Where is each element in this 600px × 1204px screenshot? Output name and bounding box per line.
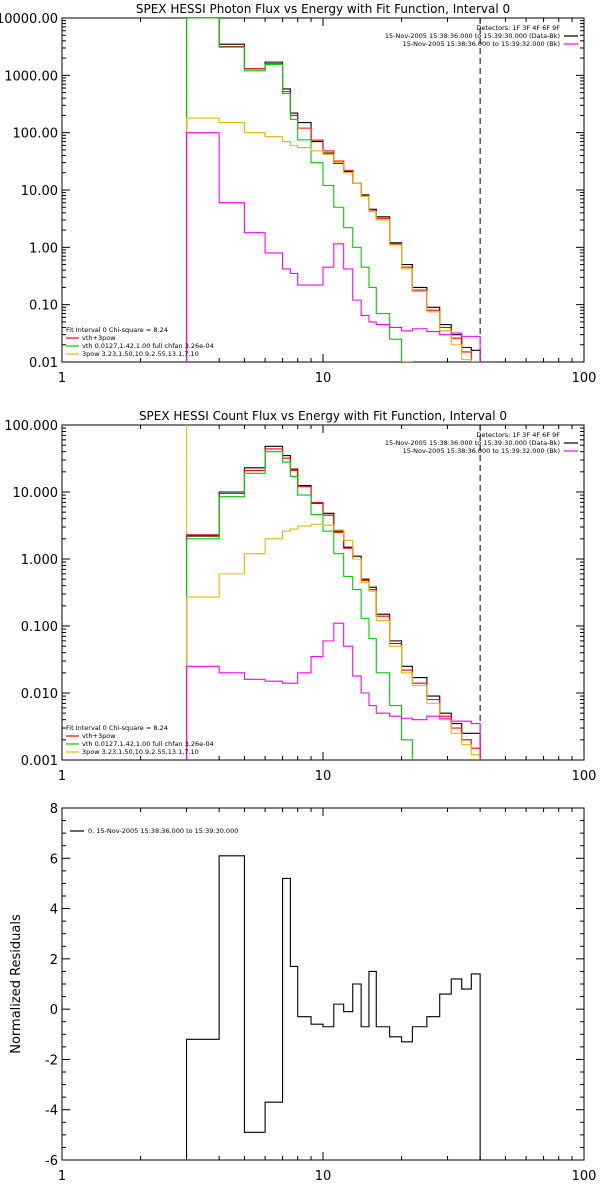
residuals-y-tick-label: 8 [50,802,58,817]
count-legend-top-entry: 15-Nov-2005 15:38:36.000 to 15:39:30.000… [385,439,560,447]
count-legend-bottom-entry: Fit Interval 0 Chi-square = 8.24 [66,724,168,732]
count-y-tick-label: 100.000 [4,419,58,434]
residuals-y-tick-label: 6 [50,852,58,867]
count-y-tick-label: 1.000 [21,553,58,568]
count-y-tick-label: 0.100 [21,620,58,635]
photon-flux-panel: SPEX HESSI Photon Flux vs Energy with Fi… [0,2,596,386]
photon-x-tick-label: 1 [58,371,66,386]
photon-flux-title: SPEX HESSI Photon Flux vs Energy with Fi… [136,2,510,16]
count-legend-top-entry: 15-Nov-2005 15:38:36.000 to 15:39:32.000… [403,447,560,455]
residuals-y-tick-label: 4 [50,903,58,918]
count-y-tick-label: 0.001 [21,754,58,769]
photon-y-tick-label: 10.00 [21,184,58,199]
residuals-y-tick-label: -6 [45,1154,58,1169]
residuals-y-tick-label: 2 [50,953,58,968]
photon-x-tick-label: 10 [315,371,332,386]
count-flux-panel: SPEX HESSI Count Flux vs Energy with Fit… [4,409,596,784]
residuals-frame [61,807,585,1161]
photon-legend-top-entry: 15-Nov-2005 15:38:36.000 to 15:39:32.000… [403,40,560,48]
count-legend-bottom-entry: 3pow 3.23,1.50,10.9,2.55,13.1,7.10 [82,748,199,756]
photon-legend-bottom-entry: vth 0.0127,1.42,1.00 full chfan 3.26e-04 [82,342,214,350]
photon-x-tick-label: 100 [572,371,597,386]
count-series-3 [185,523,481,760]
count-legend-bottom-entry: vth 0.0127,1.42,1.00 full chfan 3.26e-04 [82,740,214,748]
residuals-y-tick-label: -4 [45,1104,58,1119]
residuals-y-tick-label: -2 [45,1053,58,1068]
count-y-tick-label: 10.000 [13,486,59,501]
count-y-tick-label: 0.010 [21,687,58,702]
photon-legend-bottom-entry: vth+3pow [82,334,116,342]
photon-legend-top-entry: Detectors: 1F 3F 4F 6F 9F [476,24,560,32]
count-series-1 [185,448,481,760]
count-series-2 [185,451,413,760]
count-legend-bottom-entry: vth+3pow [82,732,116,740]
photon-series-3 [185,117,472,362]
photon-y-tick-label: 10000.00 [0,12,58,27]
residuals-y-tick-label: 0 [50,1003,58,1018]
photon-legend-top-entry: 15-Nov-2005 15:38:36.000 to 15:39:30.000… [385,32,560,40]
photon-legend-bottom-entry: Fit Interval 0 Chi-square = 8.24 [66,326,168,334]
photon-y-tick-label: 0.01 [29,356,58,371]
photon-y-tick-label: 0.10 [29,299,58,314]
photon-y-tick-label: 1.00 [29,241,58,256]
photon-frame [61,17,585,363]
count-flux-title: SPEX HESSI Count Flux vs Energy with Fit… [139,409,507,423]
count-x-tick-label: 10 [315,769,332,784]
count-legend-top-entry: Detectors: 1F 3F 4F 6F 9F [476,431,560,439]
count-x-tick-label: 100 [572,769,597,784]
photon-series-4 [185,132,481,362]
residuals-ylabel: Normalized Residuals [9,914,24,1054]
residuals-series-0 [185,855,481,1160]
count-x-tick-label: 1 [58,769,66,784]
photon-legend-bottom-entry: 3pow 3.23,1.50,10.9,2.55,13.1,7.10 [82,350,199,358]
photon-series-2 [185,18,413,362]
count-series-4 [185,622,481,760]
count-frame [61,424,585,761]
residuals-panel: Normalized Residuals 0. 15-Nov-2005 15:3… [9,802,597,1184]
photon-y-tick-label: 100.00 [13,127,59,142]
residuals-x-tick-label: 100 [572,1169,597,1184]
photon-y-tick-label: 1000.00 [4,69,58,84]
residuals-x-tick-label: 10 [315,1169,332,1184]
residuals-legend: 0. 15-Nov-2005 15:38:36.000 to 15:39:30.… [88,827,238,835]
residuals-x-tick-label: 1 [58,1169,66,1184]
